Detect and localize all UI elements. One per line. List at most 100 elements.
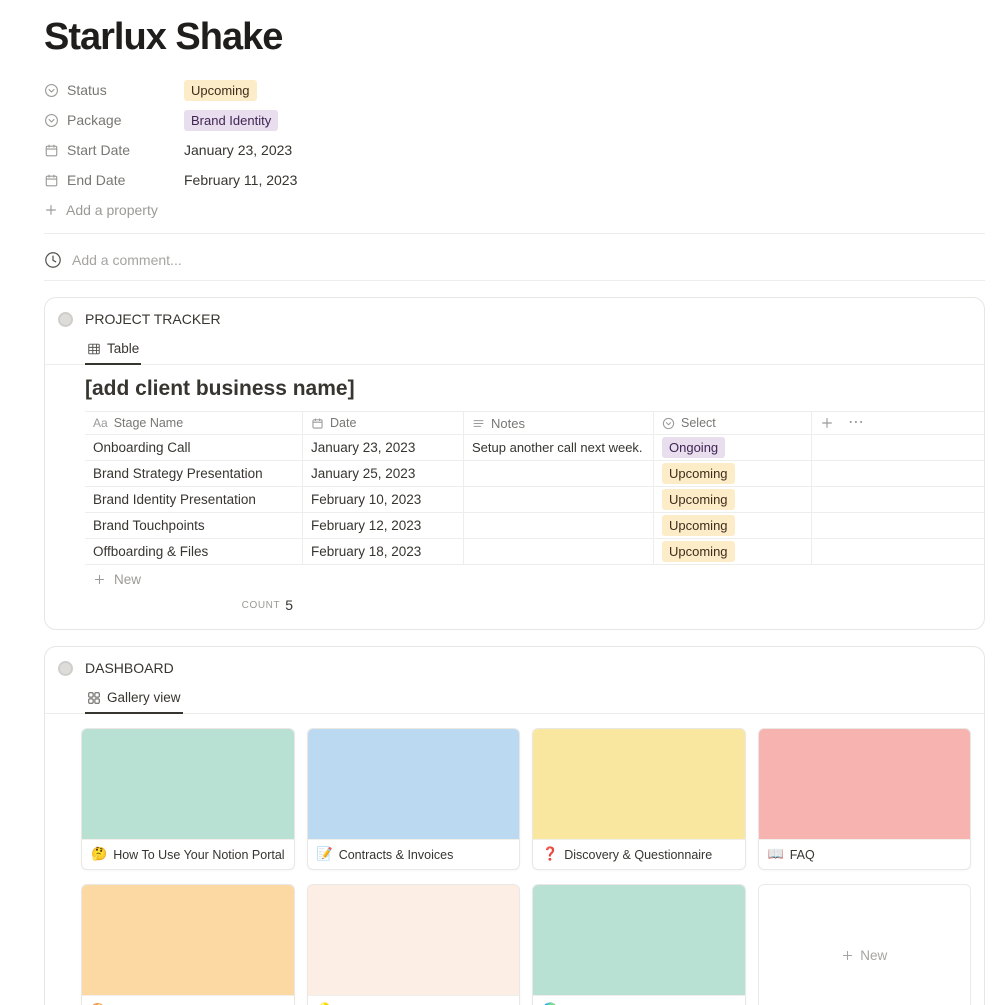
select-badge[interactable]: Upcoming (662, 489, 735, 510)
comment-input[interactable] (72, 252, 985, 268)
cell-select[interactable]: Upcoming (654, 487, 812, 512)
card-label: Offboarding, Files & Review (564, 1004, 719, 1005)
package-badge[interactable]: Brand Identity (184, 109, 279, 131)
open-book-icon: 📖 (767, 847, 784, 862)
cell-stage-name[interactable]: Onboarding Call (85, 435, 303, 460)
cell-notes[interactable] (464, 539, 654, 564)
select-badge[interactable]: Upcoming (662, 515, 735, 536)
card-label: Project Presentation Uploads (113, 1004, 275, 1005)
add-property-button[interactable]: Add a property (44, 195, 985, 225)
cell-stage-name[interactable]: Brand Identity Presentation (85, 487, 303, 512)
status-badge[interactable]: Upcoming (184, 79, 257, 101)
column-header-notes[interactable]: Notes (464, 412, 654, 434)
cell-date[interactable]: February 18, 2023 (303, 539, 464, 564)
property-name-package[interactable]: Package (44, 112, 184, 128)
tab-gallery-view[interactable]: Gallery view (85, 690, 183, 714)
card-title: 🎨 Project Presentation Uploads (82, 995, 294, 1005)
column-header-extra: ⋯ (812, 412, 984, 434)
project-tracker-title[interactable]: PROJECT TRACKER (85, 311, 221, 327)
cell-notes[interactable]: Setup another call next week. (464, 435, 654, 460)
plus-icon (44, 203, 58, 217)
table-row: Brand Strategy Presentation January 25, … (85, 461, 984, 487)
tab-table[interactable]: Table (85, 341, 142, 365)
card-cover (82, 729, 294, 839)
card-cover (307, 729, 519, 839)
add-column-button[interactable] (820, 416, 834, 430)
dashboard-tab-bar: Gallery view (45, 684, 984, 714)
cell-stage-name[interactable]: Brand Strategy Presentation (85, 461, 303, 486)
cell-date[interactable]: February 10, 2023 (303, 487, 464, 512)
dashboard-header: DASHBOARD (45, 647, 984, 684)
card-cover (533, 729, 745, 839)
cell-select[interactable]: Upcoming (654, 513, 812, 538)
card-cover (82, 885, 294, 995)
property-name-start-date[interactable]: Start Date (44, 142, 184, 158)
column-header-date[interactable]: Date (303, 412, 464, 434)
cell-stage-name[interactable]: Offboarding & Files (85, 539, 303, 564)
new-card-label: New (860, 948, 888, 963)
gallery-card[interactable]: 💡 Social Media Files (306, 884, 520, 1005)
end-date-value[interactable]: February 11, 2023 (184, 172, 298, 188)
cell-date[interactable]: January 23, 2023 (303, 435, 464, 460)
property-list: Status Upcoming Package Brand Identity S… (44, 75, 985, 225)
gallery-card[interactable]: 📖 FAQ (757, 728, 971, 870)
gallery-view-icon (87, 691, 101, 705)
project-tracker-header: PROJECT TRACKER (45, 298, 984, 335)
more-options-icon[interactable]: ⋯ (848, 414, 864, 431)
calendar-icon (44, 143, 59, 158)
select-badge[interactable]: Upcoming (662, 463, 735, 484)
calendar-icon (44, 173, 59, 188)
divider (44, 233, 985, 234)
dashboard-title[interactable]: DASHBOARD (85, 660, 174, 676)
select-badge[interactable]: Upcoming (662, 541, 735, 562)
property-name-status[interactable]: Status (44, 82, 184, 98)
lines-icon (472, 417, 485, 430)
cell-date[interactable]: January 25, 2023 (303, 461, 464, 486)
column-header-stage-name[interactable]: Aa Stage Name (85, 412, 303, 434)
table-view-icon (87, 342, 101, 356)
card-cover (533, 885, 745, 995)
gallery-new-card-button[interactable]: New (757, 884, 971, 1005)
column-header-select[interactable]: Select (654, 412, 812, 434)
memo-icon: 📝 (316, 847, 333, 862)
globe-icon: 🌍 (542, 1003, 558, 1005)
new-row-button[interactable]: New (93, 565, 984, 593)
cell-stage-name[interactable]: Brand Touchpoints (85, 513, 303, 538)
count-label: COUNT (241, 599, 281, 611)
select-circle-icon (44, 113, 59, 128)
card-label: How To Use Your Notion Portal (113, 847, 285, 862)
cell-extra (812, 435, 984, 460)
database-heading[interactable]: [add client business name] (85, 377, 355, 400)
gallery-card[interactable]: 🎨 Project Presentation Uploads (81, 884, 295, 1005)
add-property-label: Add a property (66, 202, 158, 218)
select-badge[interactable]: Ongoing (662, 437, 726, 458)
property-name-end-date[interactable]: End Date (44, 172, 184, 188)
calendar-icon (311, 417, 324, 430)
count-value: 5 (285, 597, 293, 613)
gallery-card[interactable]: 🌍 Offboarding, Files & Review (532, 884, 746, 1005)
table-header-row: Aa Stage Name Date Notes Select ⋯ (85, 411, 984, 435)
property-label: Status (67, 82, 107, 98)
cell-notes[interactable] (464, 487, 654, 512)
table-row: Brand Identity Presentation February 10,… (85, 487, 984, 513)
tab-table-label: Table (107, 341, 140, 356)
card-cover (307, 885, 519, 995)
column-label: Notes (491, 415, 525, 431)
page-title[interactable]: Starlux Shake (44, 16, 283, 58)
cell-notes[interactable] (464, 461, 654, 486)
text-type-icon: Aa (93, 416, 108, 430)
cell-select[interactable]: Upcoming (654, 539, 812, 564)
cell-notes[interactable] (464, 513, 654, 538)
count-row[interactable]: COUNT 5 (85, 593, 303, 617)
cell-select[interactable]: Ongoing (654, 435, 812, 460)
card-cover (758, 729, 970, 839)
gallery-card[interactable]: ❓ Discovery & Questionnaire (532, 728, 746, 870)
gallery-card[interactable]: 📝 Contracts & Invoices (306, 728, 520, 870)
property-row-package: Package Brand Identity (44, 105, 985, 135)
start-date-value[interactable]: January 23, 2023 (184, 142, 293, 158)
gallery-card[interactable]: 🤔 How To Use Your Notion Portal (81, 728, 295, 870)
table-row: Offboarding & Files February 18, 2023 Up… (85, 539, 984, 565)
cell-date[interactable]: February 12, 2023 (303, 513, 464, 538)
cell-select[interactable]: Upcoming (654, 461, 812, 486)
